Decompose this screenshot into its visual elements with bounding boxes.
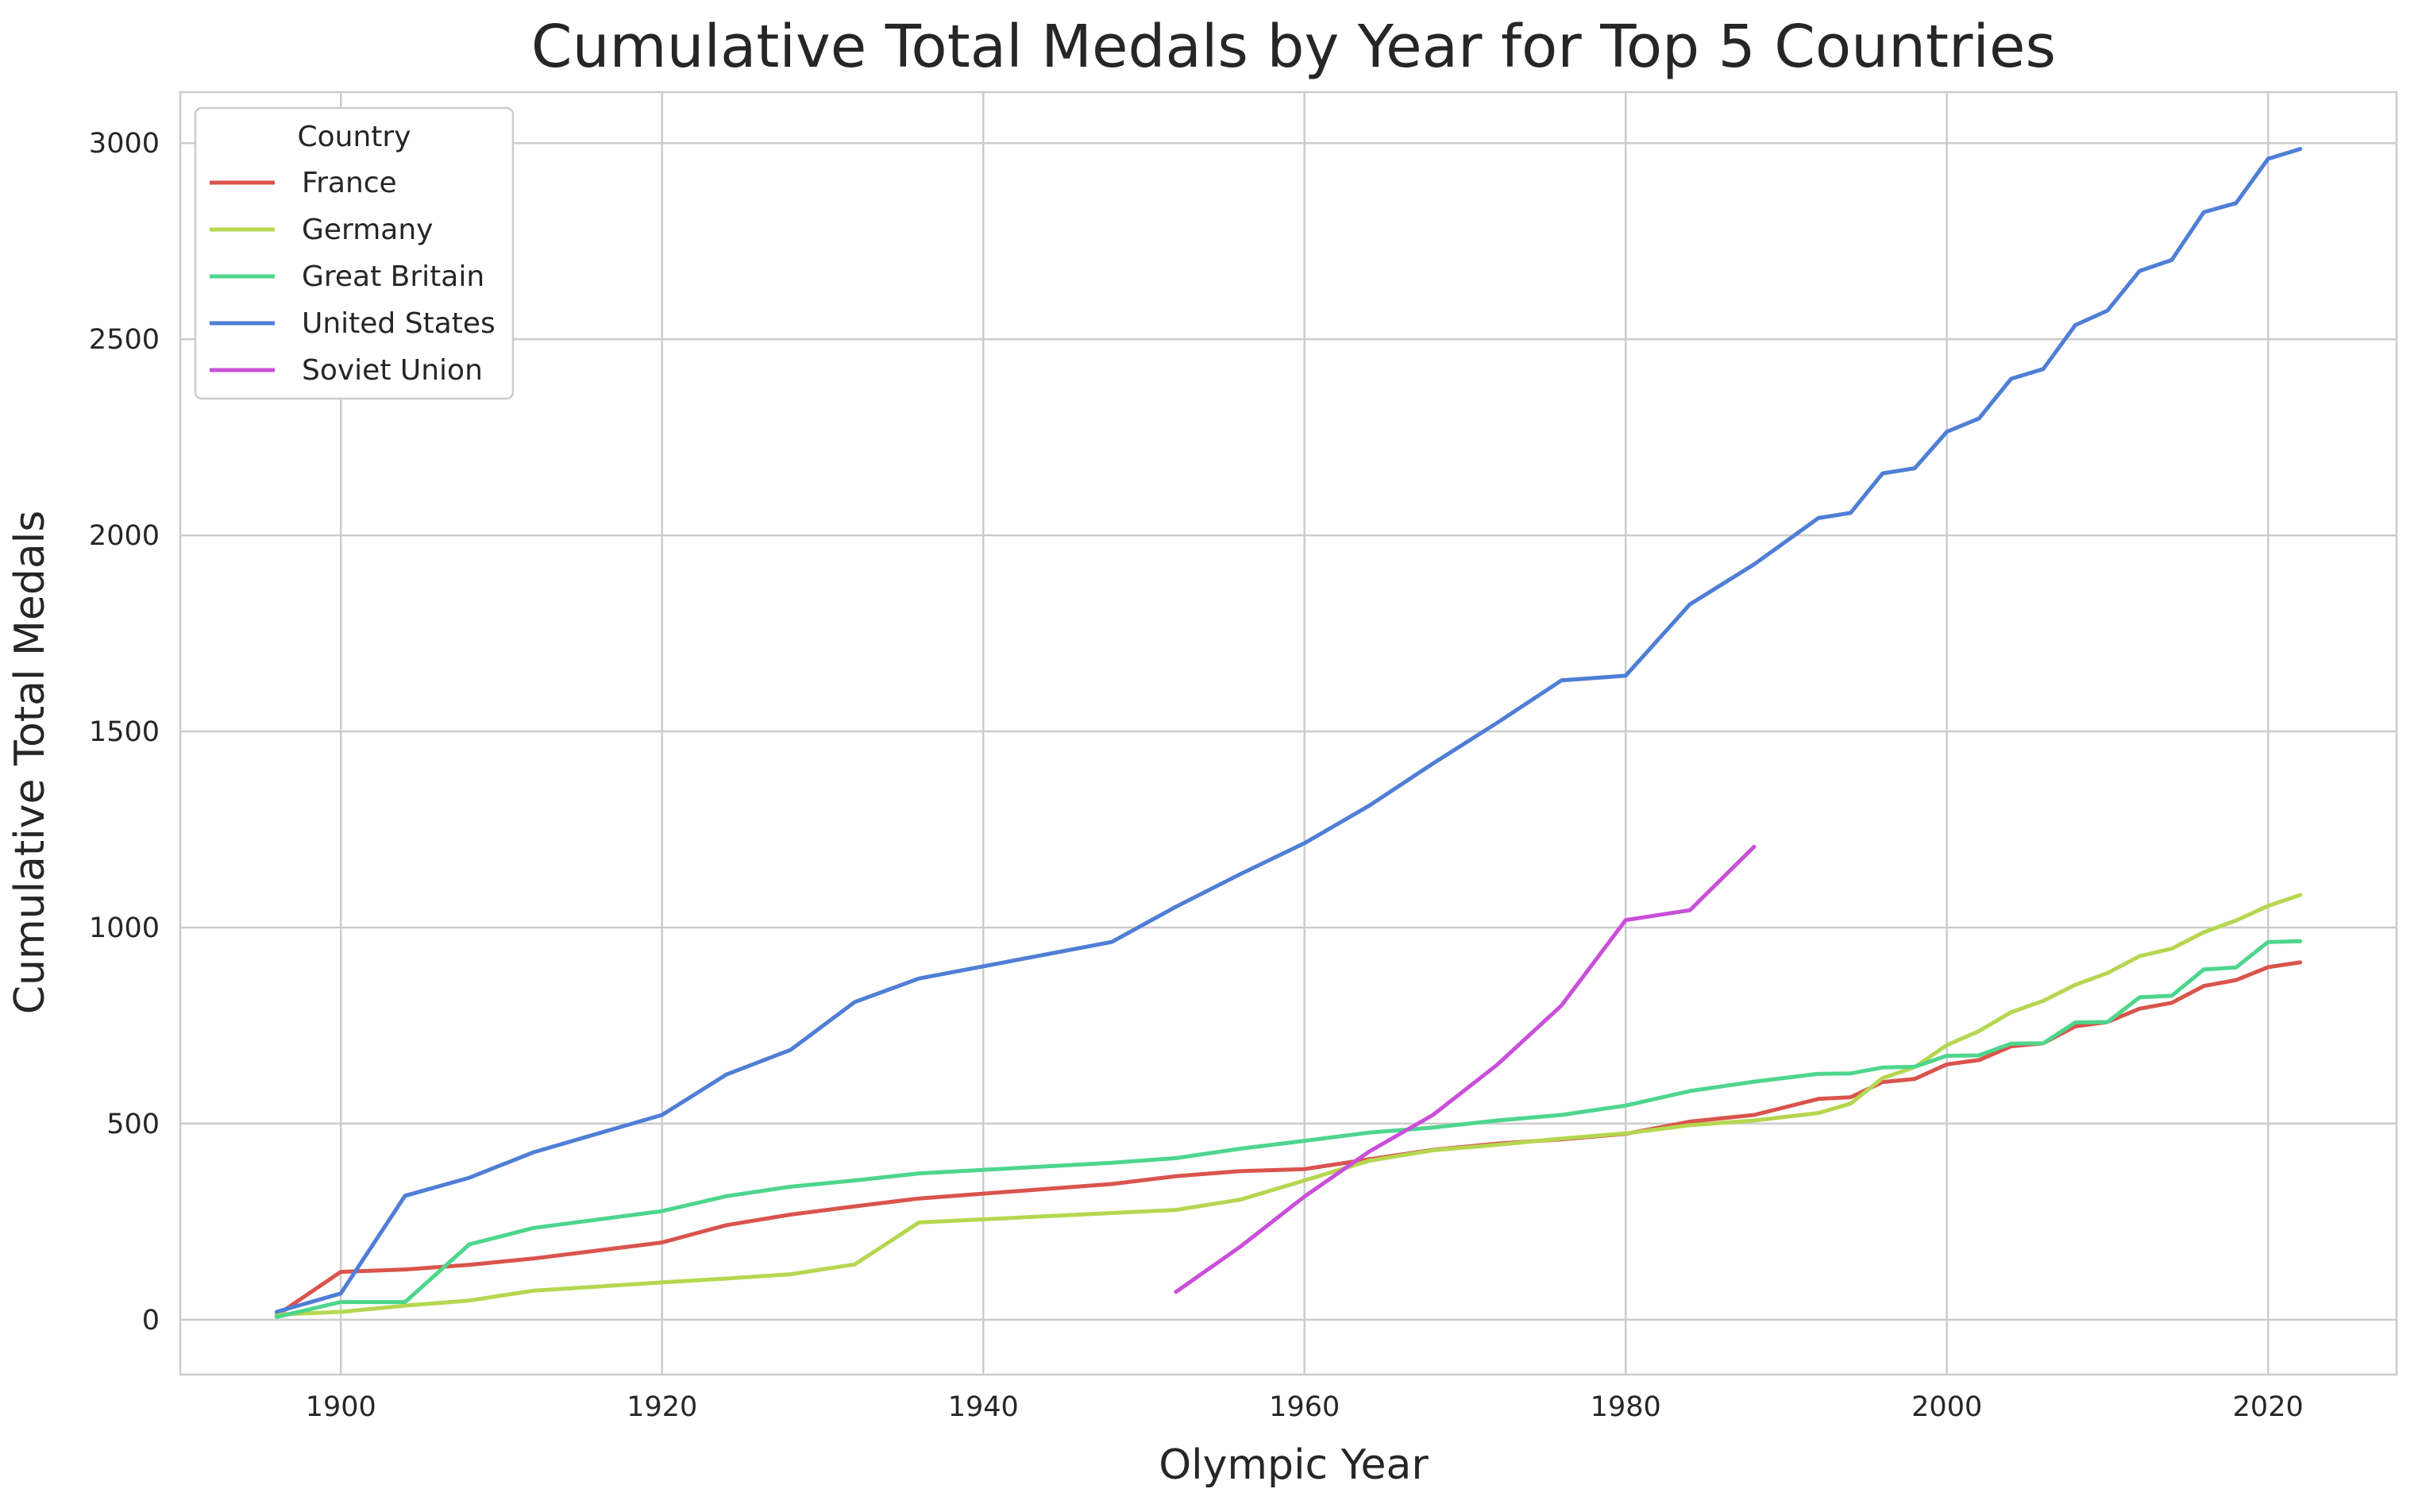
x-tick-label: 1920	[627, 1391, 697, 1423]
y-tick-label: 500	[106, 1109, 160, 1140]
legend-label-united-states: United States	[302, 307, 496, 340]
y-tick-label: 1000	[89, 912, 160, 944]
series-line-great-britain	[274, 939, 2303, 1319]
x-tick-label: 1900	[306, 1391, 376, 1423]
legend-label-france: France	[302, 167, 397, 199]
legend-title: Country	[297, 121, 411, 153]
y-tick-label: 3000	[89, 128, 160, 160]
x-axis-label: Olympic Year	[1159, 1441, 1429, 1489]
legend: Country France Germany Great Britain United…	[194, 106, 515, 400]
y-tick-label: 0	[142, 1305, 160, 1336]
legend-label-soviet-union: Soviet Union	[302, 354, 483, 387]
legend-label-great-britain: Great Britain	[302, 260, 484, 293]
x-tick-label: 1940	[948, 1391, 1019, 1423]
legend-label-germany: Germany	[302, 214, 433, 246]
series-line-united-states	[274, 147, 2303, 1314]
x-tick-label: 2020	[2233, 1391, 2304, 1423]
x-tick-label: 2000	[1911, 1391, 1982, 1423]
x-tick-label: 1980	[1591, 1391, 1661, 1423]
y-tick-label: 2000	[89, 520, 160, 552]
x-tick-label: 1960	[1269, 1391, 1340, 1423]
series-line-soviet-union	[1174, 844, 1757, 1294]
chart-title: Cumulative Total Medals by Year for Top …	[531, 13, 2056, 81]
y-axis-label: Cumulative Total Medals	[6, 511, 54, 1015]
legend-items: France Germany Great Britain United States S…	[210, 167, 496, 387]
axis-ticks: 1900 1920 1940 1960 1980 2000 2020 0 500 1000 1500…	[89, 128, 2304, 1423]
y-tick-label: 1500	[89, 716, 160, 748]
y-tick-label: 2500	[89, 324, 160, 356]
series-line-germany	[274, 893, 2303, 1317]
plot-area-frame	[179, 91, 2398, 1376]
grid-lines	[180, 92, 2397, 1375]
series-lines	[274, 147, 2303, 1319]
